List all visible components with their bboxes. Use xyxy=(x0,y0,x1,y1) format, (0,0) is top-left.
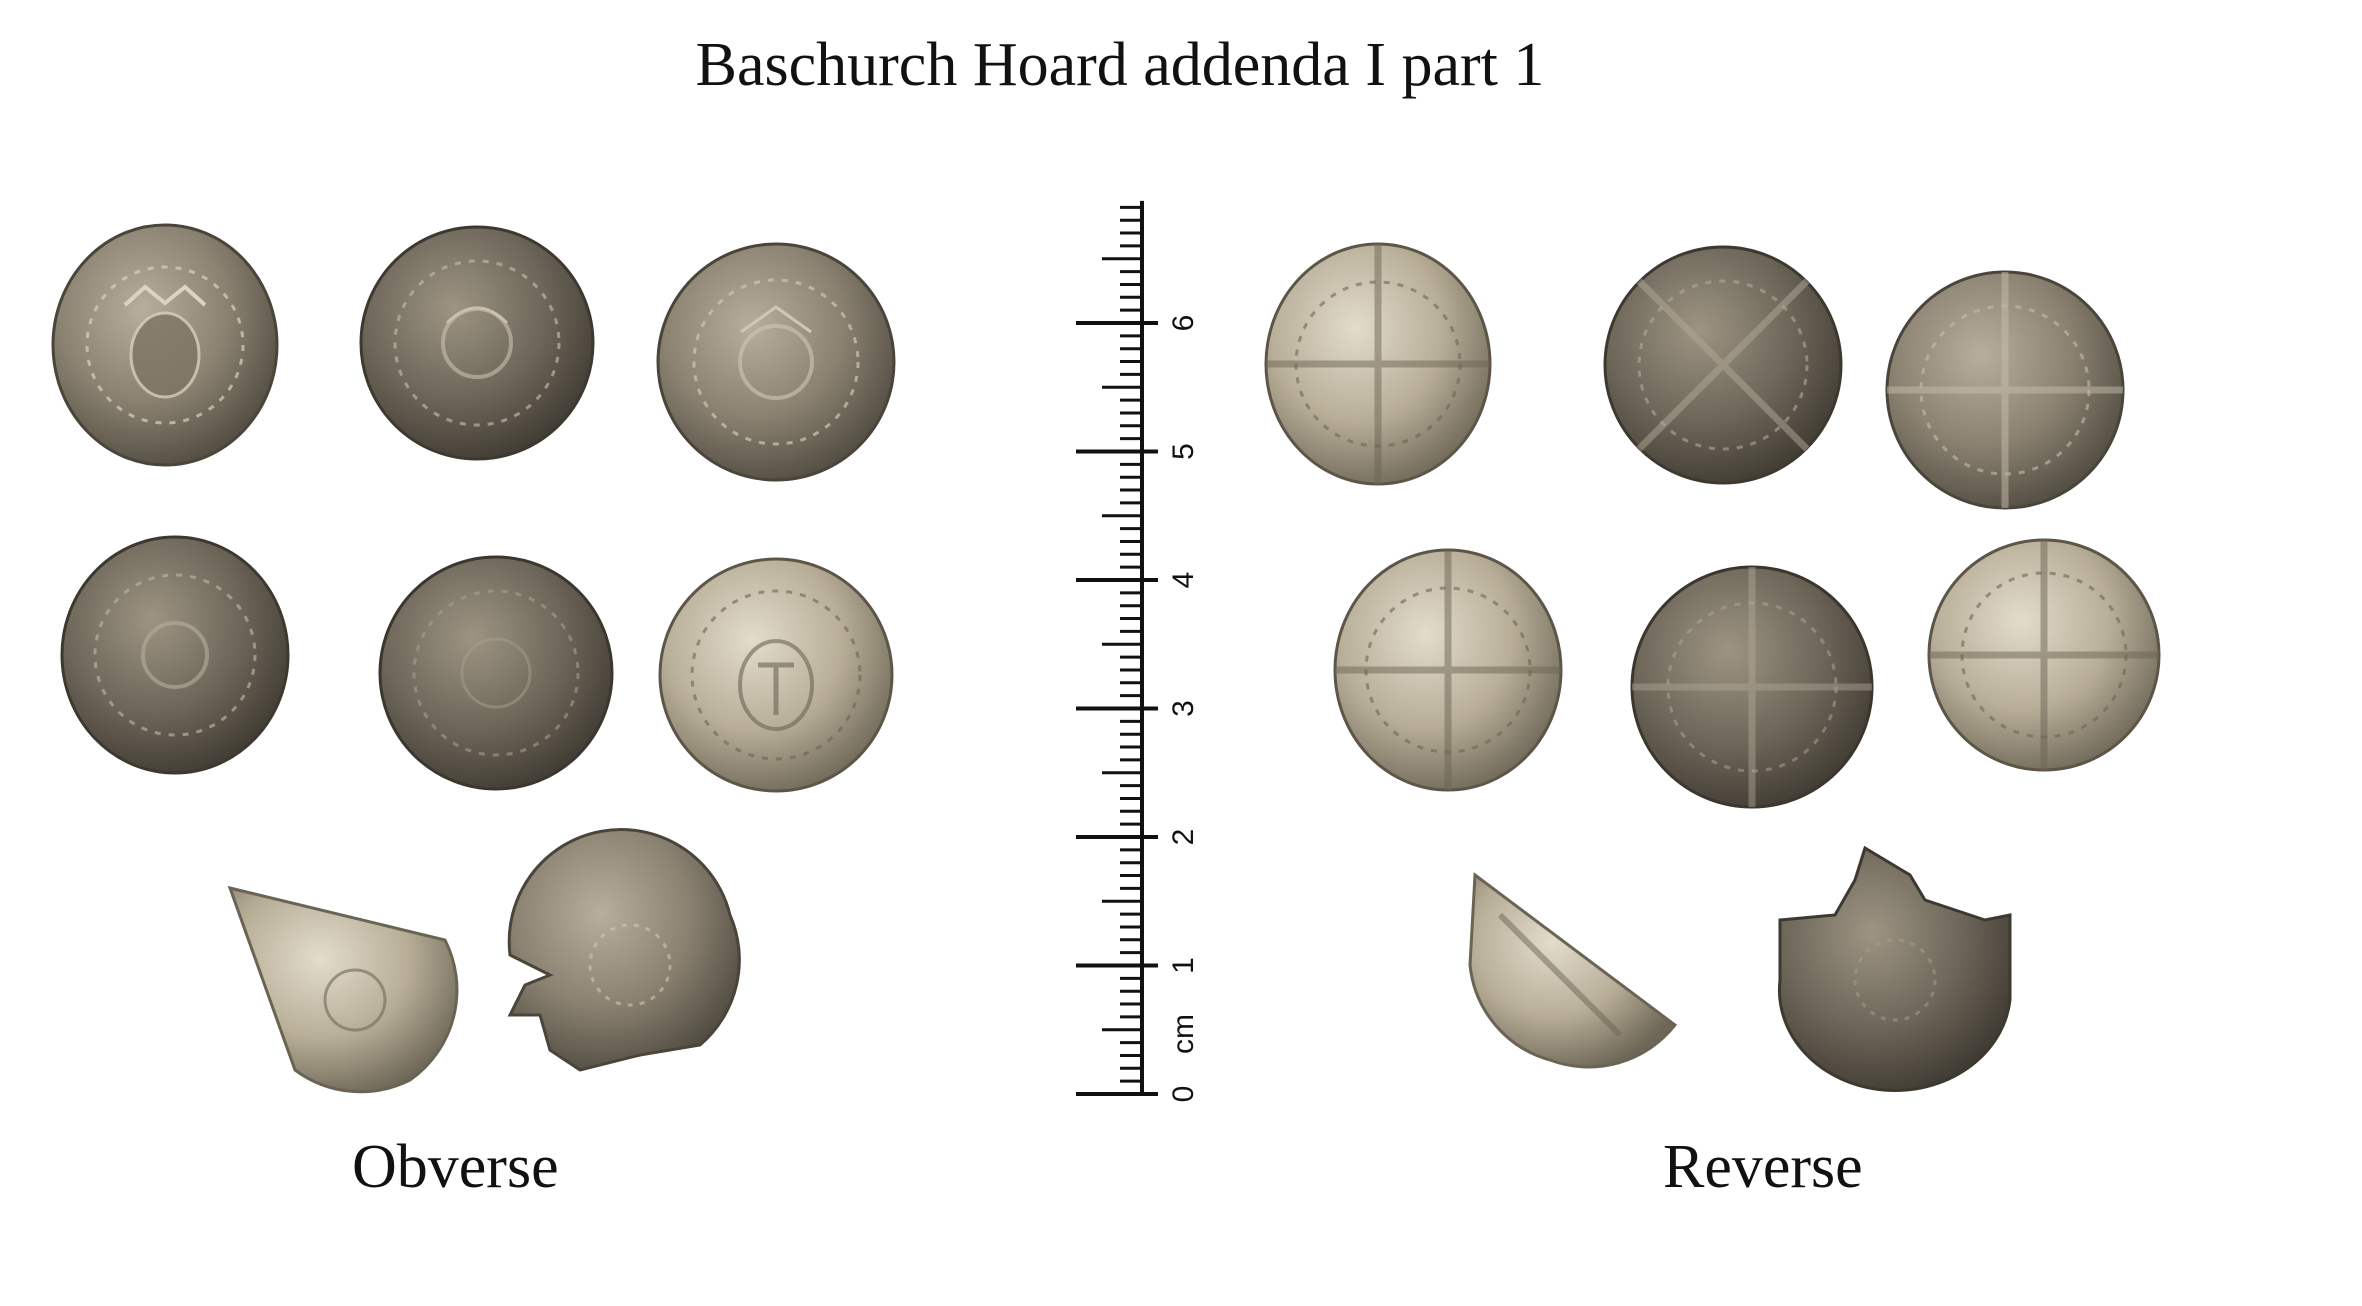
reverse-fragment-coin xyxy=(1777,845,2012,1092)
obverse-fragment-coin xyxy=(507,828,741,1072)
obverse-group xyxy=(51,223,896,1094)
obverse-coin xyxy=(378,555,614,791)
ruler-tick-label: 0 xyxy=(1167,1086,1200,1103)
ruler-unit-label: cm xyxy=(1167,1014,1200,1054)
obverse-coin xyxy=(359,225,595,461)
reverse-coin xyxy=(1264,242,1492,486)
reverse-group xyxy=(1264,242,2161,1092)
ruler-tick-label: 4 xyxy=(1167,572,1200,589)
obverse-coin xyxy=(656,242,896,482)
scale-ruler: 0 1 2 3 4 5 6 cm xyxy=(1076,200,1200,1103)
ruler-tick-label: 3 xyxy=(1167,700,1200,717)
reverse-coin xyxy=(1333,548,1563,792)
reverse-coin xyxy=(1927,538,2161,772)
obverse-coin xyxy=(51,223,279,467)
reverse-coin xyxy=(1885,270,2125,510)
ruler-tick-label: 2 xyxy=(1167,829,1200,846)
obverse-half-coin xyxy=(227,885,459,1094)
ruler-tick-label: 6 xyxy=(1167,315,1200,332)
ruler-tick-label: 1 xyxy=(1167,957,1200,974)
reverse-caption: Reverse xyxy=(1663,1133,1863,1201)
obverse-coin xyxy=(60,535,290,775)
obverse-caption: Obverse xyxy=(352,1133,559,1201)
ruler-tick-label: 5 xyxy=(1167,443,1200,460)
reverse-half-coin xyxy=(1468,872,1678,1069)
obverse-coin xyxy=(658,557,894,793)
page-title: Baschurch Hoard addenda I part 1 xyxy=(695,31,1545,99)
reverse-coin xyxy=(1603,245,1843,485)
reverse-coin xyxy=(1630,565,1874,809)
